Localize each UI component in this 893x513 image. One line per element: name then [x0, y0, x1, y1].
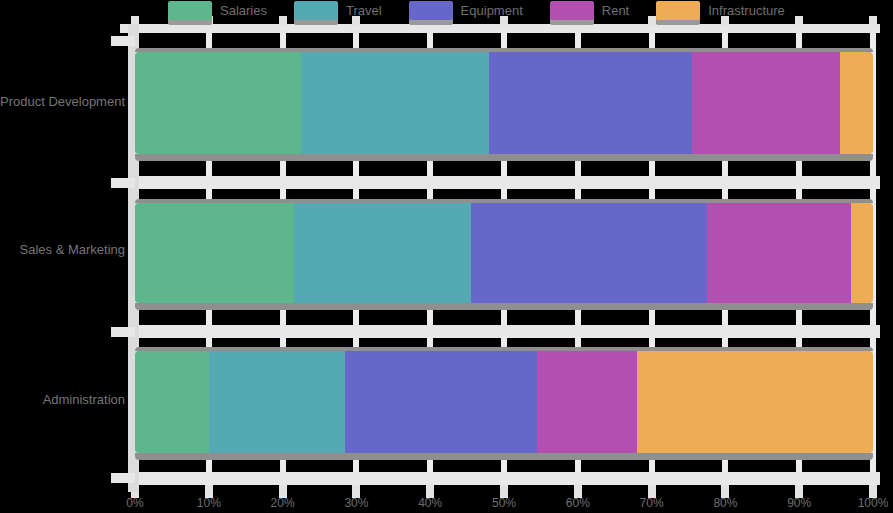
stacked-bar-chart: Salaries Travel Equipment Rent Infrastructur…: [0, 0, 893, 513]
bar-segment-equipment[interactable]: [471, 203, 707, 303]
x-tick-label: 80%: [685, 496, 765, 510]
x-tick-label: 20%: [243, 496, 323, 510]
bar-segment-equipment[interactable]: [489, 52, 692, 154]
x-tick-label: 60%: [538, 496, 618, 510]
legend-item-salaries[interactable]: Salaries: [168, 1, 267, 20]
bar-segment-rent[interactable]: [692, 52, 840, 154]
x-tick-mark-top: [869, 16, 877, 26]
legend-swatch-icon: [294, 1, 338, 20]
legend-label: Infrastructure: [708, 1, 785, 20]
legend-item-travel[interactable]: Travel: [294, 1, 382, 20]
bar-segment-travel[interactable]: [294, 203, 471, 303]
x-tick-label: 30%: [316, 496, 396, 510]
bar-segment-travel[interactable]: [209, 351, 346, 453]
x-tick-label: 10%: [169, 496, 249, 510]
y-axis-category-label: Administration: [0, 392, 125, 407]
x-tick-label: 70%: [612, 496, 692, 510]
bar-segment-rent[interactable]: [537, 351, 637, 453]
legend-swatch-icon: [656, 1, 700, 20]
legend-label: Travel: [346, 1, 382, 20]
legend-item-infrastructure[interactable]: Infrastructure: [656, 1, 785, 20]
legend-label: Salaries: [220, 1, 267, 20]
category-separator-line: [135, 472, 880, 485]
x-tick-label: 100%: [833, 496, 893, 510]
x-tick-label: 0%: [95, 496, 175, 510]
category-separator-line: [135, 325, 880, 338]
bar-segment-salaries[interactable]: [135, 351, 209, 453]
chart-legend: Salaries Travel Equipment Rent Infrastructur…: [168, 1, 785, 20]
y-tick-mark: [111, 327, 135, 337]
bar-row-2: [135, 199, 873, 310]
legend-item-rent[interactable]: Rent: [550, 1, 629, 20]
bar-segment-travel[interactable]: [301, 52, 489, 154]
bar-segment-equipment[interactable]: [345, 351, 537, 453]
legend-swatch-icon: [550, 1, 594, 20]
legend-swatch-icon: [409, 1, 453, 20]
x-tick-mark-top: [795, 16, 803, 26]
bar-row-3: [135, 347, 873, 460]
bar-segment-salaries[interactable]: [135, 203, 294, 303]
legend-swatch-icon: [168, 1, 212, 20]
x-tick-label: 90%: [759, 496, 839, 510]
legend-label: Equipment: [461, 1, 523, 20]
bar-segment-infrastructure[interactable]: [840, 52, 873, 154]
y-tick-mark: [111, 36, 135, 46]
legend-item-equipment[interactable]: Equipment: [409, 1, 523, 20]
x-tick-label: 40%: [390, 496, 470, 510]
y-tick-mark: [111, 178, 135, 188]
bar-segment-rent[interactable]: [707, 203, 851, 303]
bar-segment-infrastructure[interactable]: [851, 203, 873, 303]
x-tick-label: 50%: [464, 496, 544, 510]
bar-segment-salaries[interactable]: [135, 52, 301, 154]
bar-segment-infrastructure[interactable]: [637, 351, 873, 453]
bar-row-1: [135, 48, 873, 161]
legend-label: Rent: [602, 1, 629, 20]
category-separator-line: [135, 176, 880, 189]
y-axis-category-label: Product Development: [0, 94, 125, 109]
y-axis-category-label: Sales & Marketing: [0, 242, 125, 257]
y-tick-mark: [111, 473, 135, 483]
